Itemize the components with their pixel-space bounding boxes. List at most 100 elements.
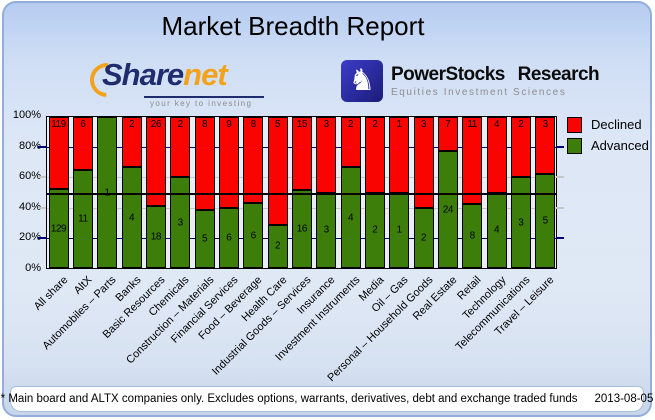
declined-segment: 15 — [291, 117, 312, 191]
powerstocks-text: PowerStocks Research Equities Investment… — [391, 64, 600, 98]
legend-label: Declined — [591, 117, 642, 132]
declined-segment: 2 — [510, 117, 531, 178]
y-axis-label-20: 20% — [18, 231, 41, 244]
legend-swatch-declined — [567, 116, 582, 133]
declined-value-label: 3 — [323, 119, 330, 130]
declined-segment: 4 — [486, 117, 507, 193]
advanced-segment: 11 — [72, 170, 93, 268]
axis-tick-right-20 — [556, 237, 564, 240]
advanced-value-label: 8 — [469, 230, 476, 242]
sharenet-wordmark: Sharenet — [102, 57, 228, 93]
axis-tick-left-20 — [38, 237, 46, 240]
declined-segment: 7 — [437, 117, 458, 152]
advanced-segment: 4 — [486, 192, 507, 268]
advanced-segment: 16 — [291, 190, 312, 268]
advanced-segment: 2 — [413, 207, 434, 268]
bar-group: 26 18 — [145, 117, 166, 268]
bar-group: 11 8 — [462, 117, 483, 268]
declined-value-label: 15 — [296, 119, 308, 131]
sharenet-tagline: your key to investing — [150, 99, 253, 108]
declined-value-label: 2 — [347, 119, 354, 131]
declined-segment: 2 — [340, 117, 361, 168]
declined-value-label: 5 — [274, 119, 281, 131]
declined-value-label: 8 — [201, 119, 208, 131]
advanced-value-label: 24 — [442, 204, 454, 216]
declined-value-label: 2 — [128, 119, 135, 131]
powerstocks-logo: ♞ PowerStocks Research Equities Investme… — [341, 60, 600, 102]
legend-item-declined: Declined — [567, 114, 649, 135]
footer-date: 2013-08-05 — [594, 393, 654, 405]
axis-tick-right-80 — [556, 145, 564, 148]
advanced-segment: 8 — [462, 204, 483, 268]
declined-segment: 3 — [535, 117, 556, 174]
y-axis-label-60: 60% — [18, 170, 41, 183]
advanced-value-label: 4 — [128, 212, 135, 224]
advanced-segment: 2 — [364, 192, 385, 268]
advanced-segment: 6 — [218, 207, 239, 268]
advanced-value-label: 129 — [50, 223, 67, 235]
declined-value-label: 2 — [177, 119, 184, 131]
advanced-value-label: 3 — [177, 217, 184, 229]
powerstocks-wordmark: PowerStocks Research — [391, 64, 600, 85]
bar-group: 7 24 — [437, 117, 458, 268]
advanced-value-label: 4 — [347, 212, 354, 224]
declined-segment: 119 — [48, 117, 69, 190]
advanced-value-label: 4 — [493, 224, 500, 236]
y-axis-label-80: 80% — [18, 139, 41, 152]
advanced-value-label: 2 — [420, 232, 427, 244]
sharenet-logo: Sharenet your key to investing — [82, 55, 287, 109]
declined-segment: 8 — [243, 117, 264, 204]
axis-tick-left-60 — [38, 176, 46, 179]
advanced-value-label: 11 — [78, 213, 88, 225]
declined-segment: 2 — [121, 117, 142, 168]
advanced-value-label: 2 — [372, 224, 378, 236]
declined-value-label: 7 — [445, 119, 451, 131]
declined-value-label: 2 — [372, 119, 378, 130]
sharenet-wordmark-net: net — [183, 57, 227, 92]
declined-value-label: 4 — [493, 119, 500, 130]
y-axis-label-40: 40% — [18, 200, 41, 213]
legend-swatch-advanced — [567, 137, 582, 154]
advanced-segment: 4 — [121, 167, 142, 268]
advanced-segment: 6 — [243, 203, 264, 268]
footer-note-bar: * Main board and ALTX companies only. Ex… — [1, 386, 653, 412]
advanced-segment: 3 — [510, 177, 531, 268]
advanced-value-label: 6 — [250, 230, 257, 242]
knight-icon: ♞ — [341, 60, 383, 102]
advanced-value-label: 2 — [274, 240, 281, 252]
axis-tick-left-80 — [38, 145, 46, 148]
declined-value-label: 119 — [51, 119, 66, 131]
powerstocks-subtitle: Equities Investment Sciences — [391, 87, 567, 98]
advanced-value-label: 6 — [226, 232, 232, 244]
sharenet-underline — [144, 96, 264, 98]
declined-segment: 3 — [316, 117, 337, 193]
advanced-value-label: 3 — [518, 217, 524, 229]
advanced-segment: 3 — [170, 177, 191, 268]
declined-segment: 3 — [413, 117, 434, 208]
axis-tick-right-40 — [556, 206, 564, 209]
declined-value-label: 11 — [467, 119, 477, 131]
declined-value-label: 3 — [542, 119, 549, 130]
advanced-segment: 5 — [535, 173, 556, 268]
plot-area: 1191296111242618238596865215163324221132… — [46, 116, 557, 269]
bar-group: 15 16 — [291, 117, 312, 268]
advanced-segment: 2 — [267, 224, 288, 268]
advanced-value-label: 5 — [201, 233, 208, 245]
declined-segment: 5 — [267, 117, 288, 225]
declined-segment: 11 — [462, 117, 483, 205]
advanced-value-label: 16 — [296, 223, 308, 235]
declined-value-label: 9 — [226, 119, 232, 131]
fifty-percent-line — [47, 192, 556, 195]
declined-value-label: 6 — [80, 119, 86, 131]
advanced-value-label: 5 — [542, 215, 549, 227]
declined-value-label: 1 — [396, 119, 403, 130]
